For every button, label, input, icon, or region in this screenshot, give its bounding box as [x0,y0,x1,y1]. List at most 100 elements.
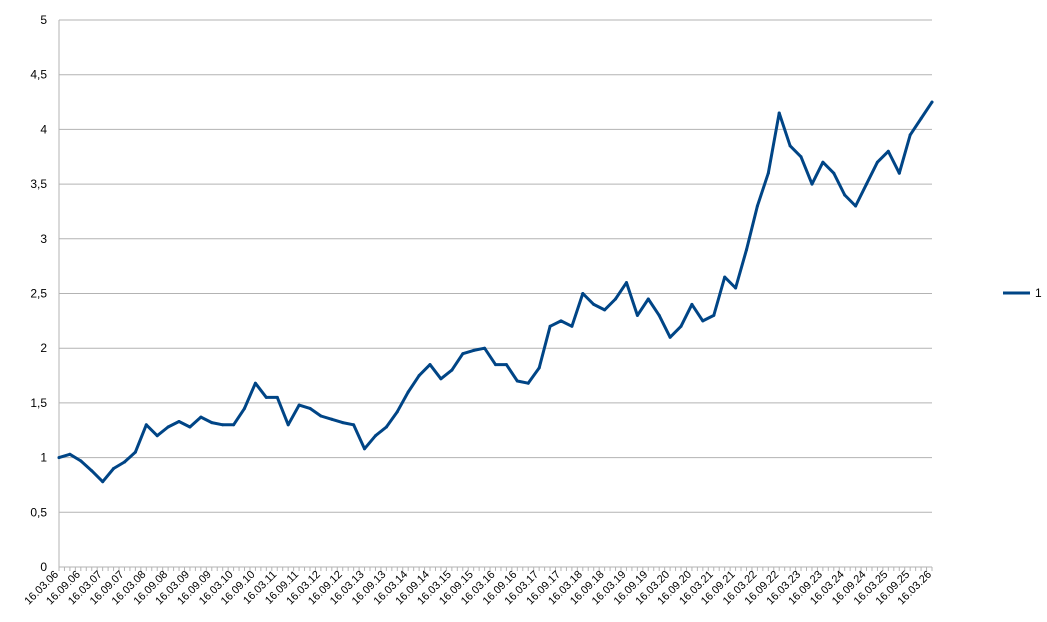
data-point [548,324,552,328]
y-tick-label: 0 [40,560,47,574]
data-point [777,111,781,115]
data-point [603,308,607,312]
data-point [374,434,377,438]
data-point [570,324,574,328]
data-point [799,155,803,159]
data-point [133,450,137,454]
data-point [930,100,934,104]
data-point [592,302,596,306]
x-axis [58,566,933,571]
data-point [712,313,716,317]
series-lines [57,100,934,484]
data-point [537,366,541,370]
y-tick-label: 3,5 [30,177,47,191]
y-tick-label: 0,5 [30,505,47,519]
data-point [112,467,116,470]
data-point [843,193,847,197]
y-axis-tick-labels: 0 0,5 1 1,5 2 2,5 3 3,5 4 4,5 5 [30,13,47,574]
data-point [450,368,454,372]
y-tick-label: 1,5 [30,396,47,410]
data-point [494,363,497,367]
data-point [123,460,126,464]
data-point [264,395,268,399]
data-point [854,204,858,208]
data-point [166,425,170,429]
legend: 1 [1003,286,1042,300]
data-point [646,297,650,301]
data-point [253,381,257,385]
data-point [897,171,901,175]
y-tick-label: 4 [40,122,47,136]
data-point [745,248,748,252]
data-point [286,423,290,427]
data-point [504,363,508,367]
data-point [734,286,738,290]
data-point [57,456,61,460]
data-point [330,417,334,421]
data-point [701,319,705,323]
data-point [363,447,366,451]
data-point [210,421,214,425]
data-point [341,421,345,425]
data-point [232,423,236,427]
data-point [766,171,770,175]
y-tick-label: 1 [40,451,47,465]
legend-label-1: 1 [1035,286,1042,300]
data-point [723,275,727,279]
data-point [395,410,399,414]
data-point [221,423,225,427]
data-point [559,319,563,323]
data-point [886,149,890,153]
data-point [581,292,585,295]
data-point [439,377,443,381]
data-point [668,335,672,339]
data-point [144,423,148,427]
data-point [384,425,388,429]
data-point [352,423,356,427]
data-point [625,281,628,285]
data-point [679,324,683,328]
data-point [68,452,72,456]
data-point [865,182,868,186]
data-point [243,406,246,410]
data-point [810,182,814,186]
data-point [406,390,410,394]
data-point [275,395,279,399]
data-point [755,204,759,208]
data-point [832,171,836,175]
data-point [614,297,617,301]
gridlines [58,19,932,568]
data-point [908,133,912,137]
data-point [657,313,661,317]
data-point [788,144,792,148]
data-point [417,374,421,378]
data-point [155,434,159,438]
y-tick-label: 4,5 [30,68,47,82]
data-point [919,117,923,120]
data-point [297,403,301,407]
data-point [319,414,323,418]
data-point [101,480,105,484]
data-point [79,459,83,463]
y-tick-label: 2 [40,341,47,355]
data-point [188,425,192,429]
y-tick-label: 2,5 [30,287,47,301]
data-point [308,406,312,410]
data-point [177,420,181,423]
data-point [875,160,879,164]
data-point [428,363,432,367]
data-point [635,313,639,317]
data-point [472,348,476,352]
data-point [199,415,203,419]
data-point [821,160,825,164]
data-point [690,302,694,306]
y-tick-label: 3 [40,232,47,246]
data-point [526,381,530,385]
data-point [515,379,519,383]
data-point [90,469,94,473]
data-point [461,352,465,356]
data-point [483,346,487,350]
y-tick-label: 5 [40,13,47,27]
